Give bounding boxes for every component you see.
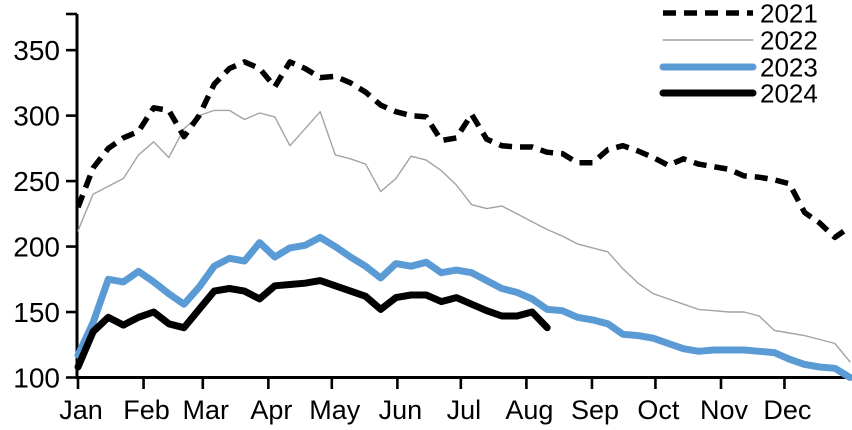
x-tick-label-nov: Nov bbox=[700, 395, 749, 425]
legend-label-2024: 2024 bbox=[760, 79, 818, 109]
x-tick-label-feb: Feb bbox=[123, 395, 170, 425]
x-tick-label-jul: Jul bbox=[447, 395, 482, 425]
y-tick-label-100: 100 bbox=[13, 363, 60, 394]
x-tick-label-oct: Oct bbox=[637, 395, 680, 425]
x-tick-label-jan: Jan bbox=[59, 395, 103, 425]
axes: 100 150 200 250 300 350 Jan Feb Mar Apr May Jun Jul A… bbox=[13, 12, 851, 425]
y-tick-label-300: 300 bbox=[13, 101, 60, 132]
x-tick-label-jun: Jun bbox=[379, 395, 423, 425]
x-tick-label-mar: Mar bbox=[183, 395, 230, 425]
legend-label-2021: 2021 bbox=[760, 0, 818, 29]
series-line-2021 bbox=[75, 59, 852, 241]
y-tick-label-350: 350 bbox=[13, 35, 60, 66]
y-tick-label-200: 200 bbox=[13, 232, 60, 263]
series-line-2023 bbox=[74, 233, 852, 381]
x-tick-label-sep: Sep bbox=[571, 395, 619, 425]
y-tick-label-250: 250 bbox=[13, 166, 60, 197]
x-tick-label-aug: Aug bbox=[505, 395, 553, 425]
series-lines bbox=[74, 59, 852, 381]
x-tick-label-dec: Dec bbox=[763, 395, 811, 425]
legend-label-2023: 2023 bbox=[760, 53, 818, 83]
x-tick-label-apr: Apr bbox=[250, 395, 292, 425]
series-line-2022 bbox=[77, 109, 851, 363]
legend-label-2022: 2022 bbox=[760, 26, 818, 56]
x-tick-label-may: May bbox=[309, 395, 361, 425]
y-tick-label-150: 150 bbox=[13, 297, 60, 328]
series-line-2024 bbox=[74, 277, 551, 371]
